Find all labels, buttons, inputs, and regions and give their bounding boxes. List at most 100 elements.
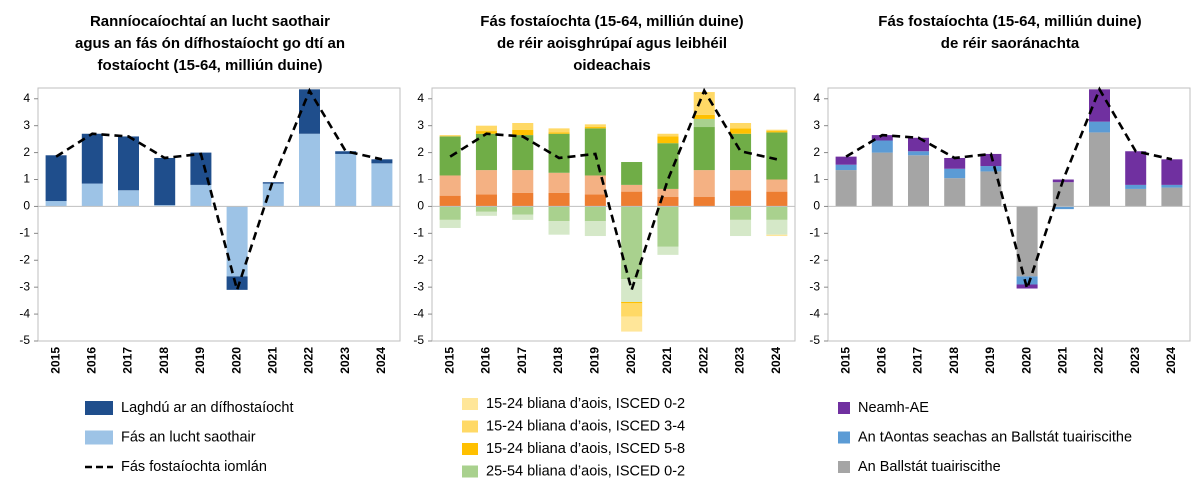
bar-segment (475, 194, 497, 207)
bar-segment (439, 195, 461, 207)
bar-segment (621, 206, 643, 280)
bar-segment (693, 170, 715, 198)
bar-segment (1016, 276, 1038, 285)
x-tick-label: 2019 (983, 347, 997, 374)
bar-segment (766, 131, 788, 133)
y-tick-label: 1 (23, 172, 30, 186)
bar-segment (584, 127, 606, 129)
bar-segment (871, 135, 893, 141)
bar-segment (548, 128, 570, 133)
bar-segment (766, 206, 788, 220)
bar-segment (980, 153, 1002, 167)
bar-segment (439, 219, 461, 228)
bar-segment (908, 151, 929, 156)
y-tick-label: 0 (417, 199, 424, 213)
y-tick-label: 2 (417, 145, 424, 159)
bar-segment (548, 192, 570, 207)
y-tick-label: 0 (23, 199, 30, 213)
bar-segment (45, 155, 67, 202)
bar-segment (693, 127, 715, 171)
bar-segment (730, 122, 752, 129)
chart-title: fostaíocht (15-64, milliún duine) (97, 57, 322, 74)
plot-frame (827, 87, 1191, 342)
legend-label: An Ballstát tuairiscithe (858, 459, 1001, 475)
legend-label: 25-54 bliana d’aois, ISCED 0-2 (486, 463, 685, 479)
bar-segment (980, 171, 1002, 207)
bar-segment (835, 164, 857, 171)
y-tick-label: 2 (23, 145, 30, 159)
bar-segment (621, 191, 643, 207)
bar-segment (657, 246, 679, 255)
bar-segment (439, 206, 461, 220)
bar-segment (512, 170, 534, 193)
x-tick-label: 2024 (1164, 347, 1178, 374)
bar-segment (766, 129, 788, 132)
bar-segment (475, 211, 497, 216)
bar-segment (944, 157, 966, 169)
x-tick-label: 2021 (265, 347, 279, 374)
y-tick-label: 3 (23, 118, 30, 132)
legend-label: 15-24 bliana d’aois, ISCED 3-4 (486, 418, 685, 434)
bar-segment (1161, 187, 1183, 207)
x-tick-label: 2016 (84, 347, 98, 374)
bar-segment (154, 157, 176, 206)
y-tick-label: -2 (809, 252, 820, 266)
y-tick-label: 4 (417, 91, 424, 105)
legend-swatch (838, 431, 850, 444)
bar-segment (475, 131, 497, 134)
x-tick-label: 2023 (338, 347, 352, 374)
bar-segment (1052, 182, 1074, 207)
bar-segment (657, 133, 679, 137)
bar-segment (548, 221, 570, 235)
bar-segment (584, 206, 606, 222)
y-tick-label: -2 (413, 252, 424, 266)
bar-segment (475, 170, 497, 195)
x-tick-label: 2016 (874, 347, 888, 374)
bar-segment (371, 159, 393, 164)
bar-segment (871, 140, 893, 153)
chart-title: agus an fás ón dífhostaíocht go dtí an (75, 35, 345, 52)
bar-segment (262, 183, 284, 207)
x-tick-label: 2020 (1019, 347, 1033, 374)
legend-label: Fás an lucht saothair (121, 429, 256, 445)
bar-segment (118, 136, 139, 191)
bar-segment (730, 190, 752, 207)
total-line (449, 87, 778, 295)
bar-segment (512, 192, 534, 207)
x-tick-label: 2022 (1092, 347, 1106, 374)
bar-segment (475, 125, 497, 132)
y-tick-label: 1 (417, 172, 424, 186)
y-tick-label: 1 (813, 172, 820, 186)
bar-segment (835, 156, 857, 165)
y-tick-label: 4 (813, 91, 820, 105)
bar-segment (1089, 132, 1110, 207)
x-tick-label: 2016 (479, 347, 493, 374)
bar-segment (335, 151, 357, 154)
bar-segment (730, 206, 752, 220)
legend-label: 15-24 bliana d’aois, ISCED 0-2 (486, 396, 685, 412)
bar-segment (657, 197, 679, 207)
legend-swatch (85, 401, 113, 415)
bar-segment (45, 201, 67, 207)
bar-segment (1125, 188, 1147, 207)
chart-title: oideachais (573, 57, 651, 74)
x-tick-label: 2019 (588, 347, 602, 374)
bar-segment (730, 170, 752, 191)
x-tick-label: 2020 (624, 347, 638, 374)
y-tick-label: 3 (417, 118, 424, 132)
legend-swatch (462, 398, 478, 410)
bar-segment (980, 166, 1002, 172)
bar-segment (693, 114, 715, 119)
bar-segment (190, 184, 212, 207)
bar-segment (766, 219, 788, 235)
bar-segment (439, 135, 461, 137)
bar-segment (621, 316, 643, 332)
bar-segment (621, 184, 643, 192)
y-tick-label: -1 (413, 226, 424, 240)
bar-segment (584, 124, 606, 128)
bar-segment (548, 133, 570, 173)
y-tick-label: 4 (23, 91, 30, 105)
bar-segment (730, 133, 752, 171)
x-tick-label: 2023 (733, 347, 747, 374)
y-tick-label: 2 (813, 145, 820, 159)
